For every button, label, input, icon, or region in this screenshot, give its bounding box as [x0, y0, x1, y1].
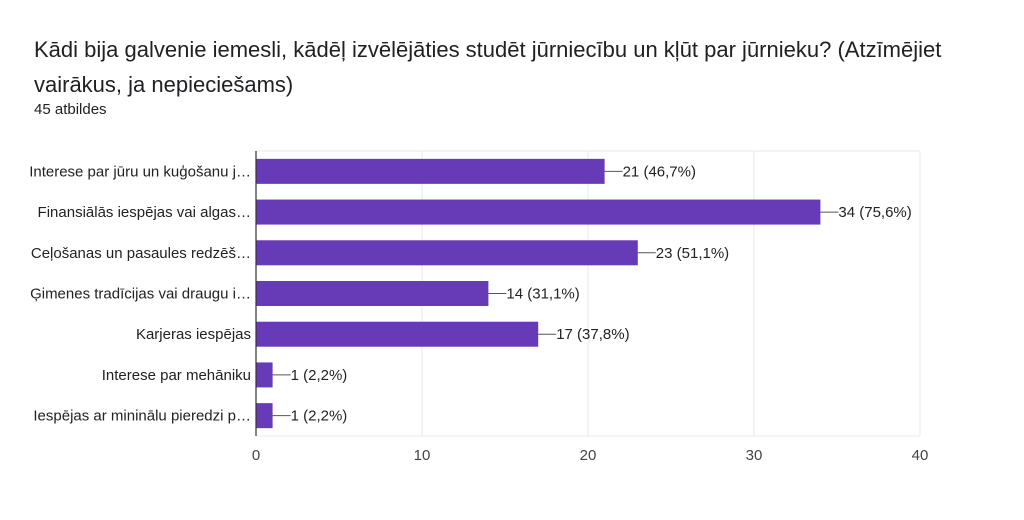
- bar[interactable]: [256, 321, 539, 347]
- bar[interactable]: [256, 158, 605, 184]
- bar[interactable]: [256, 199, 821, 225]
- data-label: 1 (2,2%): [291, 408, 348, 425]
- bar[interactable]: [256, 281, 489, 306]
- bar[interactable]: [256, 362, 273, 388]
- category-label: Finansiālās iespējas vai algas…: [38, 204, 251, 221]
- category-label: Karjeras iespējas: [136, 326, 251, 343]
- x-tick-label: 10: [414, 447, 431, 464]
- data-label: 14 (31,1%): [506, 286, 579, 303]
- category-label: Interese par mehāniku: [102, 367, 251, 384]
- bar[interactable]: [256, 240, 638, 266]
- data-label: 34 (75,6%): [838, 204, 911, 221]
- response-count: 45 atbildes: [34, 101, 107, 118]
- category-label: Iespējas ar mininālu pieredzi p…: [33, 408, 251, 425]
- data-label: 23 (51,1%): [656, 245, 729, 262]
- data-label: 17 (37,8%): [556, 326, 629, 343]
- data-label: 1 (2,2%): [291, 367, 348, 384]
- data-label: 21 (46,7%): [623, 163, 696, 180]
- x-tick-label: 0: [252, 447, 260, 464]
- chart-title: Kādi bija galvenie iemesli, kādēļ izvēlē…: [34, 37, 942, 97]
- category-label: Ģimenes tradīcijas vai draugu i…: [30, 286, 251, 303]
- category-label: Ceļošanas un pasaules redzēš…: [31, 245, 251, 262]
- x-tick-label: 20: [580, 447, 597, 464]
- x-tick-label: 30: [746, 447, 763, 464]
- x-tick-label: 40: [912, 447, 929, 464]
- bar[interactable]: [256, 403, 273, 429]
- category-label: Interese par jūru un kuģošanu j…: [29, 163, 251, 180]
